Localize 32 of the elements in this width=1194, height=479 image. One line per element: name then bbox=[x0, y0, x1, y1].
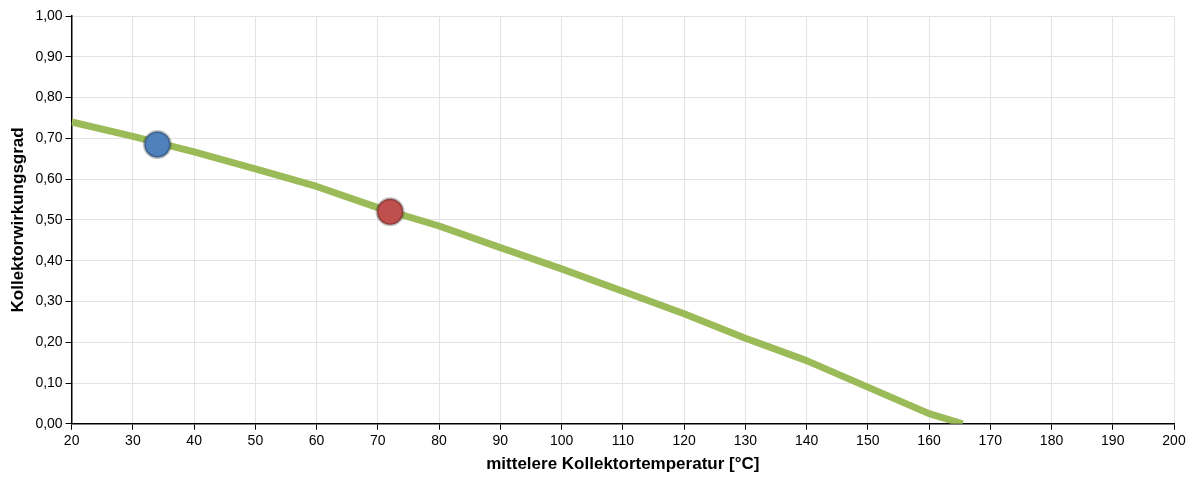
x-tick-label: 140 bbox=[794, 432, 819, 449]
x-tick-label: 20 bbox=[63, 432, 80, 449]
y-tick-label: 0,60 bbox=[35, 169, 63, 186]
x-tick-label: 60 bbox=[308, 432, 325, 449]
y-tick-label: 0,40 bbox=[35, 251, 63, 268]
x-tick-label: 30 bbox=[125, 432, 141, 449]
x-tick-label: 70 bbox=[370, 432, 386, 449]
y-tick-label: 0,30 bbox=[35, 292, 63, 309]
x-tick-label: 150 bbox=[856, 432, 880, 449]
x-tick-label: 180 bbox=[1039, 432, 1064, 449]
x-tick-label: 110 bbox=[611, 432, 635, 449]
x-tick-label: 200 bbox=[1162, 432, 1186, 449]
x-tick-label: 80 bbox=[431, 432, 448, 449]
x-tick-label: 130 bbox=[733, 432, 758, 449]
x-axis-title: mittelere Kollektortemperatur [°C] bbox=[486, 454, 760, 474]
y-tick-label: 0,80 bbox=[35, 88, 63, 105]
x-tick-label: 190 bbox=[1101, 432, 1125, 449]
x-tick-label: 100 bbox=[549, 432, 574, 449]
x-tick-label: 120 bbox=[672, 432, 696, 449]
x-tick-label: 170 bbox=[978, 432, 1003, 449]
x-tick-label: 50 bbox=[247, 432, 264, 449]
x-tick-label: 160 bbox=[917, 432, 941, 449]
y-tick-label: 1,00 bbox=[35, 6, 63, 23]
y-axis-title: Kollektorwirkungsgrad bbox=[7, 127, 27, 313]
y-tick-label: 0,50 bbox=[35, 210, 63, 227]
y-tick-label: 0,70 bbox=[35, 129, 63, 146]
x-tick-label: 40 bbox=[186, 432, 203, 449]
y-tick-label: 0,20 bbox=[35, 333, 63, 350]
y-tick-label: 0,10 bbox=[35, 373, 63, 390]
y-tick-label: 0,00 bbox=[35, 414, 63, 431]
y-tick-label: 0,90 bbox=[35, 47, 63, 64]
x-tick-label: 90 bbox=[492, 432, 509, 449]
